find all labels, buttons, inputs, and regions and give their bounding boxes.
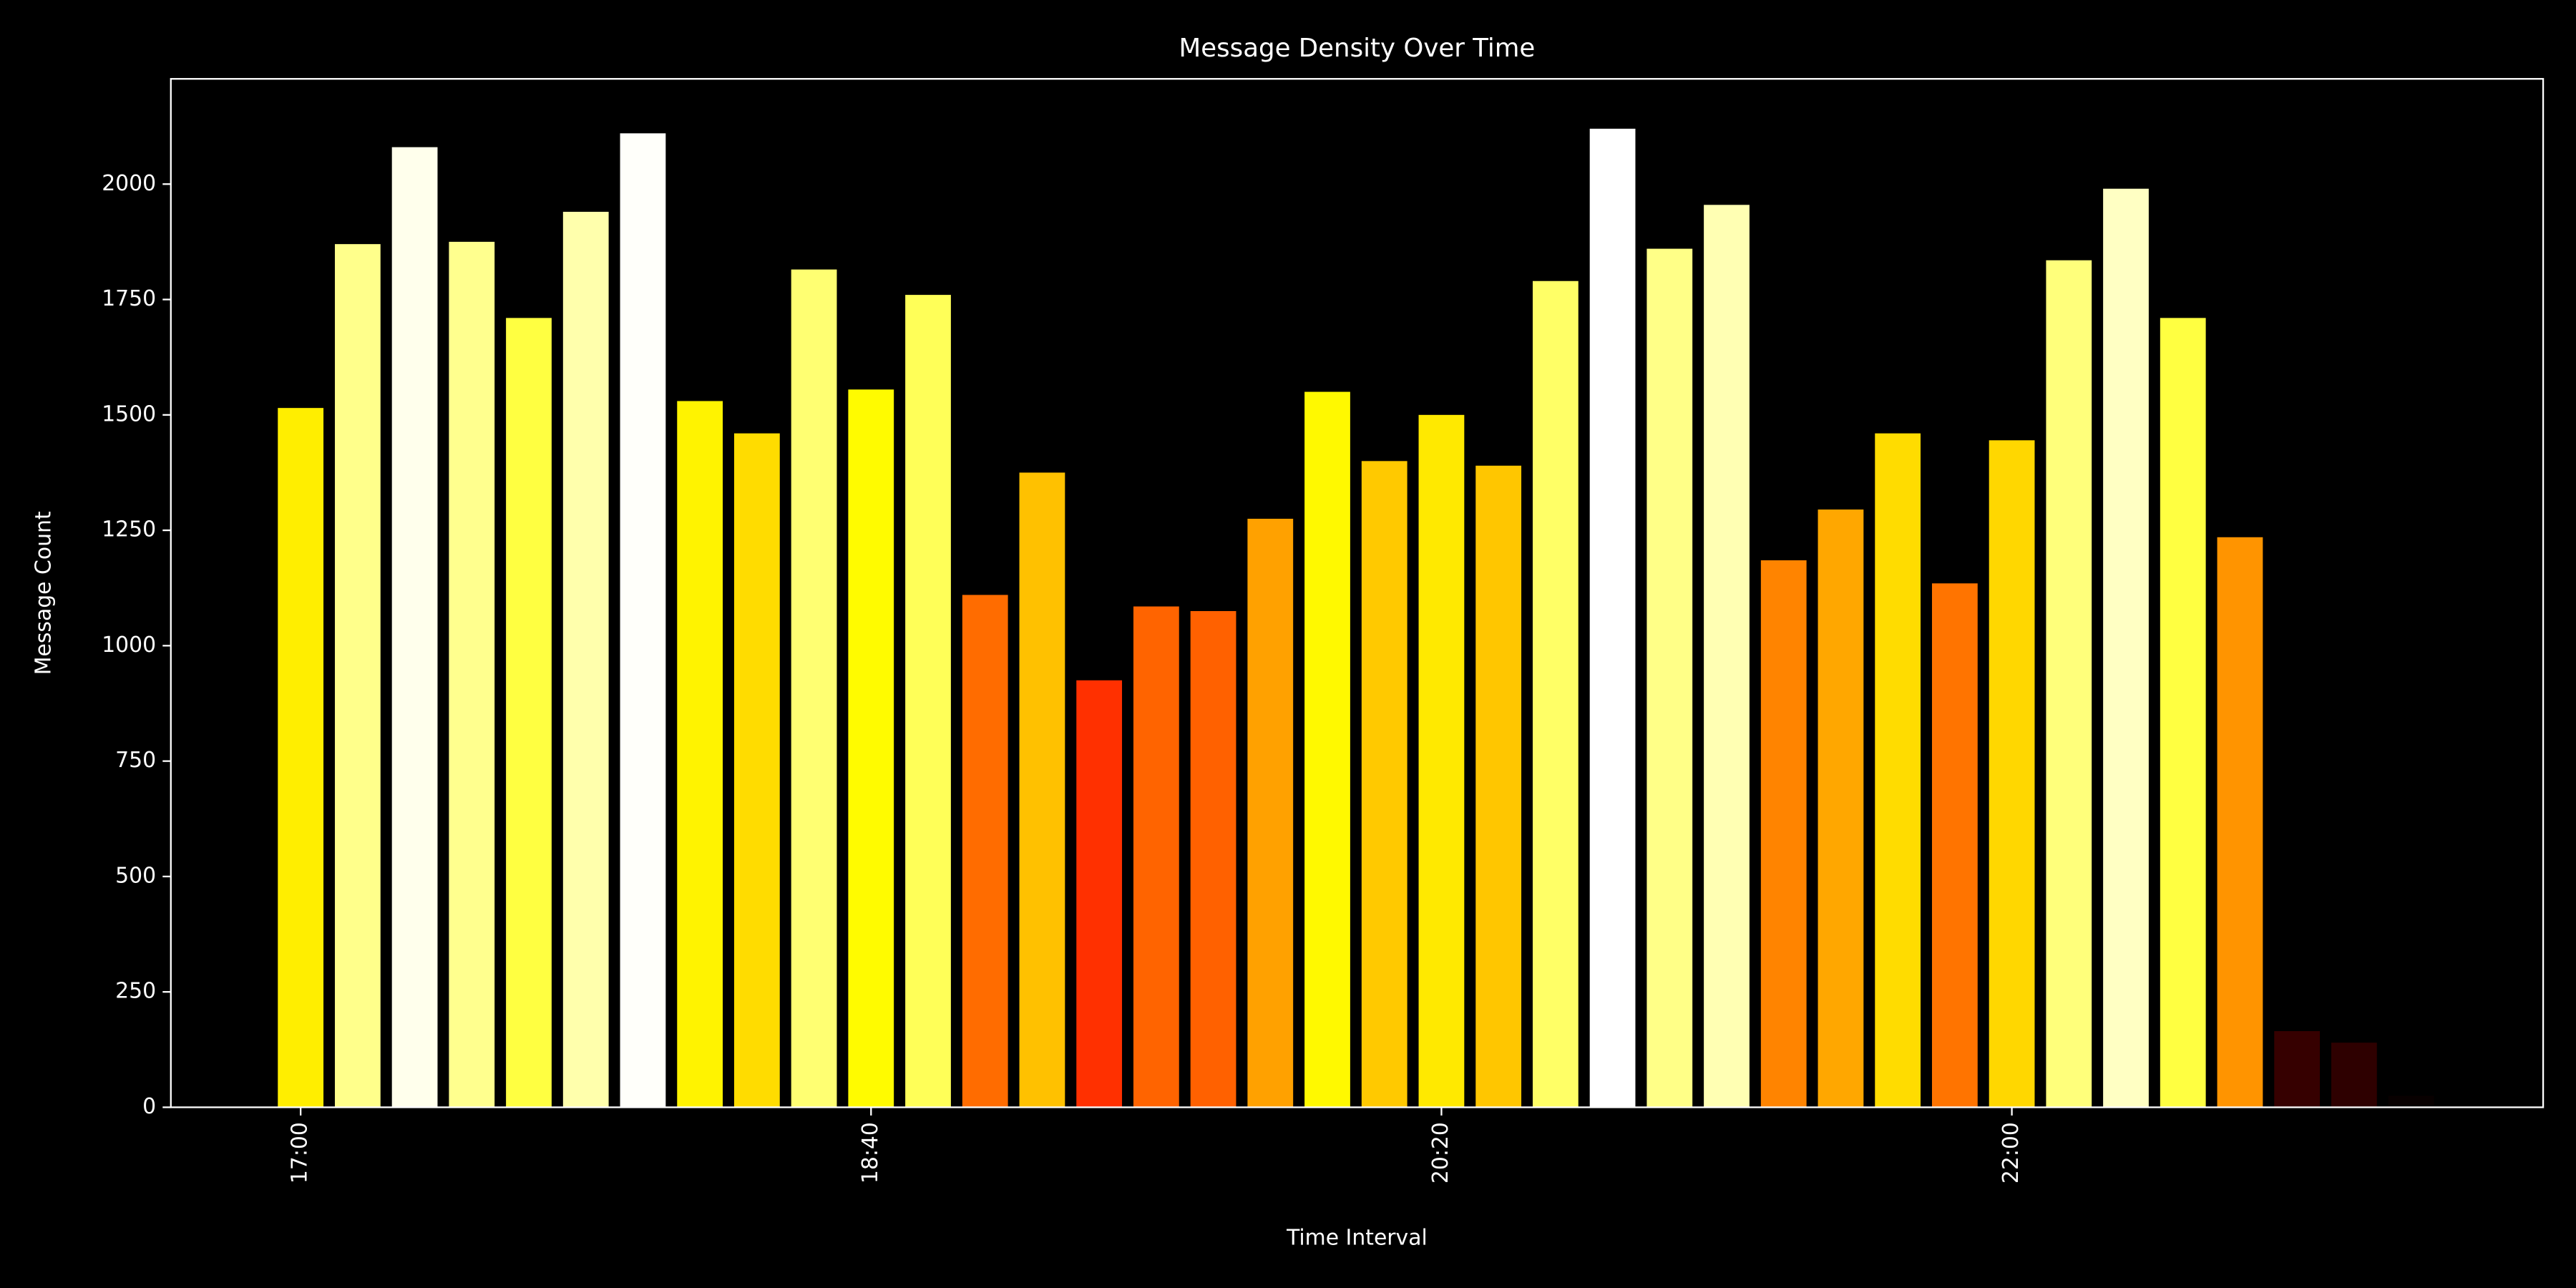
bar (1019, 472, 1065, 1108)
chart-title: Message Density Over Time (1179, 34, 1536, 63)
y-tick-label: 1750 (102, 286, 156, 311)
bar (1247, 518, 1294, 1108)
bar (2046, 260, 2092, 1108)
x-axis-label: Time Interval (1286, 1226, 1428, 1251)
bar (1704, 205, 1750, 1108)
bar (2274, 1031, 2321, 1108)
bar (2103, 188, 2149, 1108)
bar (1760, 560, 1807, 1108)
bar (1875, 433, 1921, 1108)
bar (1989, 440, 2035, 1108)
bar (562, 211, 609, 1108)
bar (962, 595, 1008, 1108)
y-tick-label: 250 (115, 979, 156, 1004)
bar (848, 389, 894, 1108)
x-tick-label: 18:40 (858, 1122, 883, 1184)
y-axis-label: Message Count (31, 511, 56, 675)
bar (1361, 461, 1407, 1108)
y-tick-label: 2000 (102, 171, 156, 196)
x-tick-label: 17:00 (288, 1122, 313, 1184)
bar (506, 318, 552, 1108)
plot-frame (170, 78, 2545, 1108)
bar (1475, 465, 1522, 1108)
bar (1532, 280, 1579, 1108)
bar (1646, 248, 1693, 1108)
bar (1589, 128, 1636, 1108)
bar (449, 241, 495, 1108)
bar (620, 133, 666, 1108)
x-tick-label: 20:20 (1428, 1122, 1453, 1184)
bar (2388, 1096, 2434, 1108)
bar (334, 244, 381, 1108)
bar (2160, 318, 2206, 1108)
y-tick-label: 1500 (102, 401, 156, 426)
bar (1133, 606, 1179, 1108)
y-tick-label: 750 (115, 748, 156, 773)
y-tick-label: 0 (142, 1094, 156, 1119)
bar (677, 401, 723, 1108)
bar (2331, 1043, 2377, 1108)
y-tick-label: 500 (115, 863, 156, 888)
bar (733, 433, 780, 1108)
y-tick-label: 1000 (102, 633, 156, 658)
bar (1418, 414, 1465, 1108)
bar (791, 269, 837, 1108)
bar (1076, 680, 1123, 1108)
bar (905, 295, 951, 1108)
bar (1190, 610, 1236, 1108)
bar (1931, 583, 1978, 1108)
bar (278, 408, 324, 1108)
y-tick-label: 1250 (102, 517, 156, 542)
bar (1304, 391, 1350, 1108)
bar (1818, 509, 1864, 1108)
bar (2217, 537, 2263, 1108)
bar (391, 147, 438, 1108)
x-tick-label: 22:00 (1999, 1122, 2024, 1184)
